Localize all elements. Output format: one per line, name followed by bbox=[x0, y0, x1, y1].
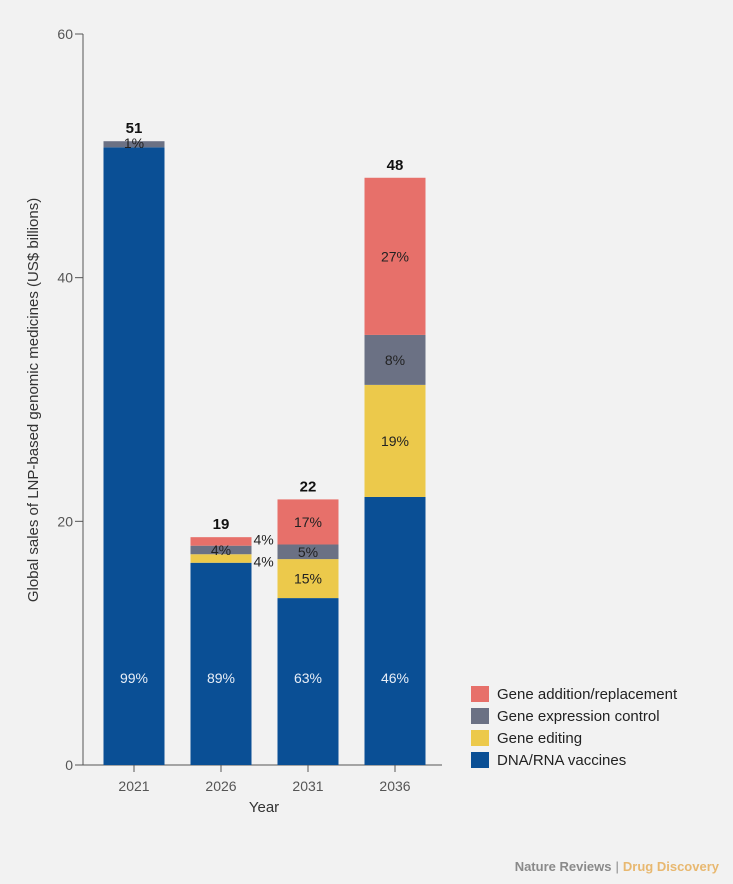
bar-labels: 99% 1%51 89% 4% 4% 4% 19 63% 15% 5% 17% 22 46% 19% 8% 2… bbox=[120, 120, 409, 686]
segment-label: 1% bbox=[124, 135, 144, 151]
bar-total-label: 48 bbox=[387, 157, 404, 174]
bar-segment bbox=[190, 545, 252, 555]
bar-segment bbox=[190, 537, 252, 546]
bar-segment bbox=[190, 554, 252, 563]
bar-segment bbox=[364, 384, 426, 497]
x-tick-label: 2031 bbox=[292, 778, 323, 794]
bar-total-label: 51 bbox=[126, 120, 143, 137]
bar-segment bbox=[364, 496, 426, 765]
y-tick-label: 60 bbox=[57, 26, 73, 42]
legend-label: Gene editing bbox=[497, 730, 582, 747]
bar-total-label: 22 bbox=[300, 478, 317, 495]
segment-label: 17% bbox=[294, 514, 322, 530]
segment-label: 4% bbox=[254, 553, 274, 569]
segment-label: 4% bbox=[254, 531, 274, 547]
segment-label: 99% bbox=[120, 670, 148, 686]
segment-label: 15% bbox=[294, 571, 322, 587]
y-tick-label: 40 bbox=[57, 270, 73, 286]
segment-label: 63% bbox=[294, 670, 322, 686]
y-tick-label: 20 bbox=[57, 513, 73, 529]
segment-label: 27% bbox=[381, 248, 409, 264]
bar-segment bbox=[364, 177, 426, 335]
credit-separator: | bbox=[615, 859, 619, 874]
y-tick-label: 0 bbox=[65, 757, 73, 773]
bar-segment bbox=[103, 141, 165, 148]
bar-segment bbox=[277, 559, 339, 599]
bars bbox=[103, 141, 426, 765]
legend-swatch bbox=[471, 708, 489, 724]
x-tick-label: 2021 bbox=[118, 778, 149, 794]
x-axis-title: Year bbox=[249, 799, 279, 816]
segment-label: 19% bbox=[381, 433, 409, 449]
y-axis-title: Global sales of LNP-based genomic medici… bbox=[25, 198, 42, 602]
bar-segment bbox=[364, 334, 426, 385]
journal-name: Nature Reviews bbox=[514, 859, 612, 874]
bar-segment bbox=[277, 499, 339, 545]
journal-credit: Nature Reviews | Drug Discovery bbox=[515, 859, 719, 874]
axes: 0 20 40 60 2021 2026 2031 2036 bbox=[57, 26, 442, 794]
legend-label: Gene addition/replacement bbox=[497, 686, 678, 703]
legend-swatch bbox=[471, 752, 489, 768]
bar-segment bbox=[277, 598, 339, 765]
legend: Gene addition/replacement Gene expression… bbox=[471, 686, 678, 769]
legend-swatch bbox=[471, 686, 489, 702]
x-tick-label: 2036 bbox=[379, 778, 410, 794]
legend-label: Gene expression control bbox=[497, 708, 660, 725]
bar-segment bbox=[277, 544, 339, 560]
bar-total-label: 19 bbox=[213, 516, 230, 533]
segment-label: 4% bbox=[211, 542, 231, 558]
journal-section: Drug Discovery bbox=[622, 859, 719, 874]
x-tick-label: 2026 bbox=[205, 778, 236, 794]
bar-segment bbox=[190, 562, 252, 765]
legend-swatch bbox=[471, 730, 489, 746]
legend-label: DNA/RNA vaccines bbox=[497, 752, 626, 769]
segment-label: 5% bbox=[298, 544, 318, 560]
segment-label: 8% bbox=[385, 352, 405, 368]
segment-label: 89% bbox=[207, 670, 235, 686]
segment-label: 46% bbox=[381, 670, 409, 686]
bar-segment bbox=[103, 147, 165, 765]
